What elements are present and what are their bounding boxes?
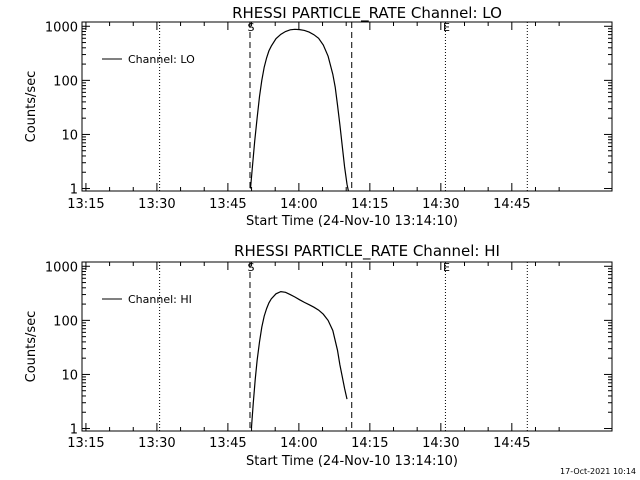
marker-label: S xyxy=(247,21,254,34)
bottom-panel-hi: RHESSI PARTICLE_RATE Channel: HIS E13:15 1… xyxy=(24,242,613,469)
x-tick-label: 14:15 xyxy=(351,197,388,212)
y-axis-label: Counts/sec xyxy=(24,311,39,383)
plot-frame xyxy=(81,261,613,432)
legend-label: Channel: LO xyxy=(128,53,195,66)
x-tick-label: 14:45 xyxy=(493,197,530,212)
y-tick-label: 1 xyxy=(70,183,78,198)
y-tick-label: 100 xyxy=(53,314,78,329)
y-tick-label: 10 xyxy=(61,368,78,383)
x-tick-label: 14:15 xyxy=(351,436,388,451)
x-tick-label: 14:30 xyxy=(422,436,459,451)
top-panel-lo: RHESSI PARTICLE_RATE Channel: LOS E13:15 1… xyxy=(24,4,613,229)
series-line xyxy=(250,290,348,429)
x-tick-label: 14:00 xyxy=(280,197,317,212)
x-tick-label: 13:45 xyxy=(209,436,246,451)
y-tick-label: 1 xyxy=(70,423,78,438)
x-tick-label: 14:30 xyxy=(422,197,459,212)
x-tick-label: 14:00 xyxy=(280,436,317,451)
x-tick-label: 13:30 xyxy=(138,436,175,451)
x-tick-label: 13:15 xyxy=(67,436,104,451)
x-axis-label: Start Time (24-Nov-10 13:14:10) xyxy=(246,454,458,469)
series-line xyxy=(249,28,349,192)
x-axis-label: Start Time (24-Nov-10 13:14:10) xyxy=(246,214,458,229)
marker-label: E xyxy=(443,261,450,274)
plot-frame xyxy=(81,21,613,192)
x-tick-label: 14:45 xyxy=(493,436,530,451)
y-axis-label: Counts/sec xyxy=(24,71,39,143)
x-tick-label: 13:15 xyxy=(67,197,104,212)
footer-timestamp: 17-Oct-2021 10:14 xyxy=(560,467,636,476)
legend-label: Channel: HI xyxy=(128,293,192,306)
x-tick-label: 13:30 xyxy=(138,197,175,212)
y-tick-label: 1000 xyxy=(45,260,78,275)
marker-label: S xyxy=(247,261,254,274)
chart-title: RHESSI PARTICLE_RATE Channel: HI xyxy=(234,242,500,261)
marker-label: E xyxy=(443,21,450,34)
y-tick-label: 1000 xyxy=(45,20,78,35)
x-tick-label: 13:45 xyxy=(209,197,246,212)
chart-title: RHESSI PARTICLE_RATE Channel: LO xyxy=(232,4,502,23)
y-tick-label: 10 xyxy=(61,128,78,143)
y-tick-label: 100 xyxy=(53,74,78,89)
